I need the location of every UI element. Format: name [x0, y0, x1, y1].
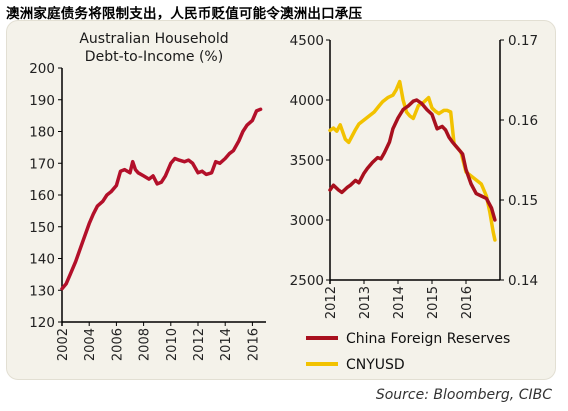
chart1-x-tick-label: 2016	[246, 328, 261, 361]
chart1-y-tick-label: 130	[29, 283, 55, 299]
chart2-x-tick-label: 2013	[358, 286, 373, 319]
chart2-x-tick-label: 2012	[324, 286, 339, 319]
chart2-right-y-tick-label: 0.17	[508, 33, 538, 49]
chart2-left-y-tick-label: 2500	[290, 273, 324, 289]
chart2-x-tick-label: 2016	[460, 286, 475, 319]
headline: 澳洲家庭债务将限制支出，人民币贬值可能令澳洲出口承压	[6, 6, 363, 22]
cnyusd-line	[328, 79, 497, 242]
chart1-y-tick-label: 150	[29, 220, 55, 236]
chart2-legend: China Foreign Reserves CNYUSD	[306, 331, 510, 373]
chart2-right-y-tick-label: 0.14	[508, 273, 538, 289]
chart1-y-tick-label: 200	[29, 61, 55, 77]
chart1-title-line1: Australian Household	[79, 31, 228, 47]
chart1-x-ticks: 2002 2004 2006 2008 2010 2012 2014 2016	[56, 322, 261, 361]
chart1-y-tick-label: 190	[29, 93, 55, 109]
chart2-x-ticks: 2012 2013 2014 2015 2016	[324, 280, 475, 319]
chart2-left-y-tick-label: 4000	[290, 93, 324, 109]
legend-label-reserves: China Foreign Reserves	[346, 331, 510, 347]
chart2-left-y-tick-label: 3500	[290, 153, 324, 169]
chart1-x-tick-label: 2002	[56, 328, 71, 361]
debt-to-income-line	[60, 107, 263, 291]
debt-to-income-chart: Australian Household Debt-to-Income (%) …	[29, 31, 266, 361]
chart2-x-tick-label: 2014	[392, 286, 407, 319]
chart1-y-tick-label: 170	[29, 156, 55, 172]
reserves-cnyusd-chart: 2500 3000 3500 4000 4500 0.14 0.15 0.16 0.17 20…	[290, 33, 538, 373]
chart2-left-y-ticks: 2500 3000 3500 4000 4500	[290, 33, 330, 289]
china-reserves-line	[328, 98, 497, 222]
chart1-x-tick-label: 2012	[192, 328, 207, 361]
chart2-x-tick-label: 2015	[426, 286, 441, 319]
chart2-left-y-tick-label: 4500	[290, 33, 324, 49]
chart1-y-tick-label: 180	[29, 125, 55, 141]
chart1-x-tick-label: 2010	[165, 328, 180, 361]
source-note: Source: Bloomberg, CIBC	[375, 387, 552, 403]
chart2-right-y-tick-label: 0.16	[508, 113, 538, 129]
legend-label-cnyusd: CNYUSD	[346, 357, 405, 373]
chart1-title-line2: Debt-to-Income (%)	[85, 49, 223, 65]
chart2-right-y-ticks: 0.14 0.15 0.16 0.17	[500, 33, 538, 289]
chart1-x-tick-label: 2014	[219, 328, 234, 361]
chart1-y-tick-label: 160	[29, 188, 55, 204]
chart2-right-y-tick-label: 0.15	[508, 193, 538, 209]
chart1-x-tick-label: 2008	[138, 328, 153, 361]
chart1-x-tick-label: 2006	[110, 328, 125, 361]
chart1-y-tick-label: 140	[29, 252, 55, 268]
chart1-x-tick-label: 2004	[83, 328, 98, 361]
chart-panel	[6, 20, 556, 380]
chart1-y-tick-label: 120	[29, 315, 55, 331]
chart1-y-ticks: 120 130 140 150 160 170 180 190 200	[29, 61, 62, 331]
chart2-left-y-tick-label: 3000	[290, 213, 324, 229]
